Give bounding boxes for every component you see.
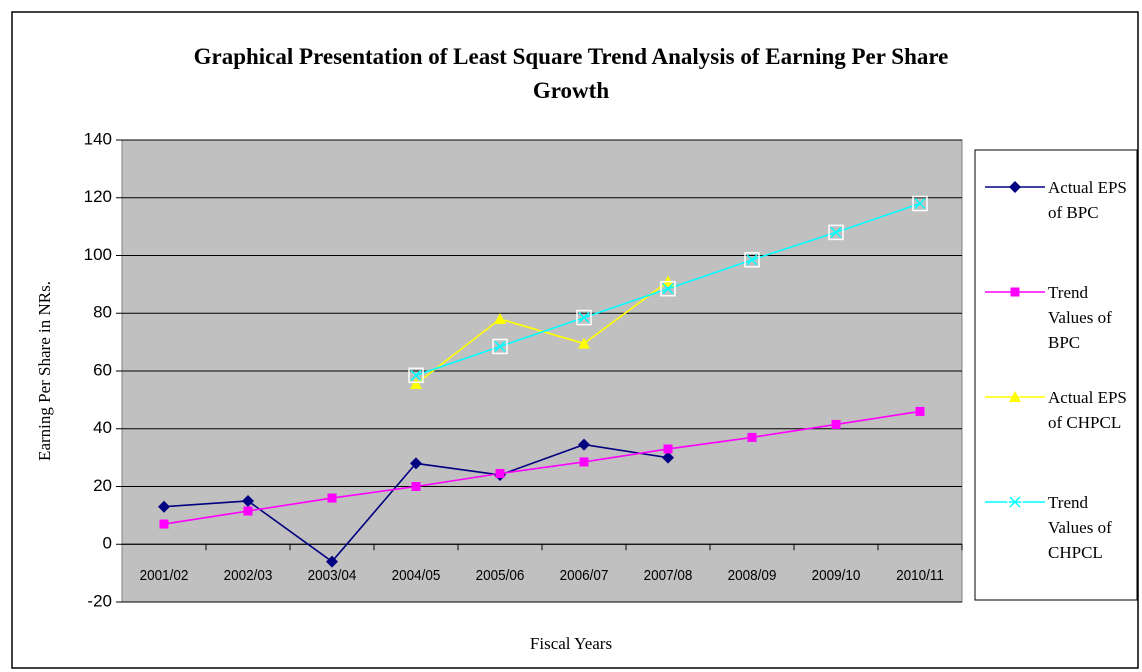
marker	[495, 469, 505, 479]
marker	[578, 438, 590, 451]
marker	[410, 377, 422, 389]
marker	[410, 457, 422, 470]
y-tick-label: 120	[84, 187, 112, 206]
x-tick-label: 2003/04	[308, 568, 357, 585]
legend-label: Trend Values of BPC	[1048, 283, 1112, 352]
legend-marker	[1010, 287, 1020, 297]
x-tick-label: 2010/11	[896, 568, 944, 585]
x-tick-label: 2001/02	[140, 568, 189, 585]
x-tick-label: 2002/03	[224, 568, 273, 585]
marker	[831, 419, 841, 429]
y-tick-label: 100	[84, 245, 112, 264]
x-tick-label: 2006/07	[560, 568, 609, 585]
chart-title: Graphical Presentation of Least Square T…	[193, 44, 949, 103]
legend-marker	[1007, 494, 1023, 510]
legend-label: Trend Values of CHPCL	[1048, 493, 1112, 562]
y-axis-label: Earning Per Share in NRs.	[35, 281, 54, 461]
marker	[242, 494, 254, 507]
x-tick-label: 2005/06	[476, 568, 525, 585]
marker	[915, 406, 925, 416]
marker	[912, 195, 928, 212]
y-tick-label: -20	[87, 591, 112, 610]
marker	[578, 337, 590, 349]
x-tick-label: 2009/10	[812, 568, 861, 585]
y-tick-label: 60	[93, 360, 112, 379]
marker	[744, 252, 760, 268]
marker	[158, 500, 170, 513]
marker	[579, 457, 589, 467]
y-tick-label: 40	[93, 418, 112, 437]
y-tick-label: 0	[103, 534, 112, 553]
marker	[662, 451, 674, 464]
marker	[828, 224, 844, 241]
marker	[159, 519, 169, 529]
marker	[576, 309, 592, 326]
x-tick-label: 2007/08	[644, 568, 693, 585]
y-tick-label: 140	[84, 129, 112, 148]
y-tick-label: 80	[93, 303, 112, 322]
legend-label: Actual EPS of CHPCL	[1048, 388, 1127, 432]
marker	[492, 338, 508, 355]
marker	[408, 367, 424, 384]
marker	[747, 432, 757, 442]
legend-label: Actual EPS of BPC	[1048, 178, 1127, 222]
marker	[411, 482, 421, 491]
series-line	[163, 410, 921, 525]
x-tick-label: 2008/09	[728, 568, 777, 585]
legend-marker	[1009, 391, 1021, 402]
y-tick-label: 20	[93, 476, 112, 495]
legend-marker	[1009, 181, 1021, 193]
legend-box	[974, 149, 1138, 601]
marker	[243, 506, 253, 516]
marker	[663, 444, 673, 454]
marker	[326, 555, 338, 568]
x-axis-label: Fiscal Years	[530, 634, 612, 653]
marker	[660, 280, 676, 297]
marker	[494, 313, 506, 325]
marker	[327, 493, 337, 503]
x-tick-label: 2004/05	[392, 568, 441, 585]
